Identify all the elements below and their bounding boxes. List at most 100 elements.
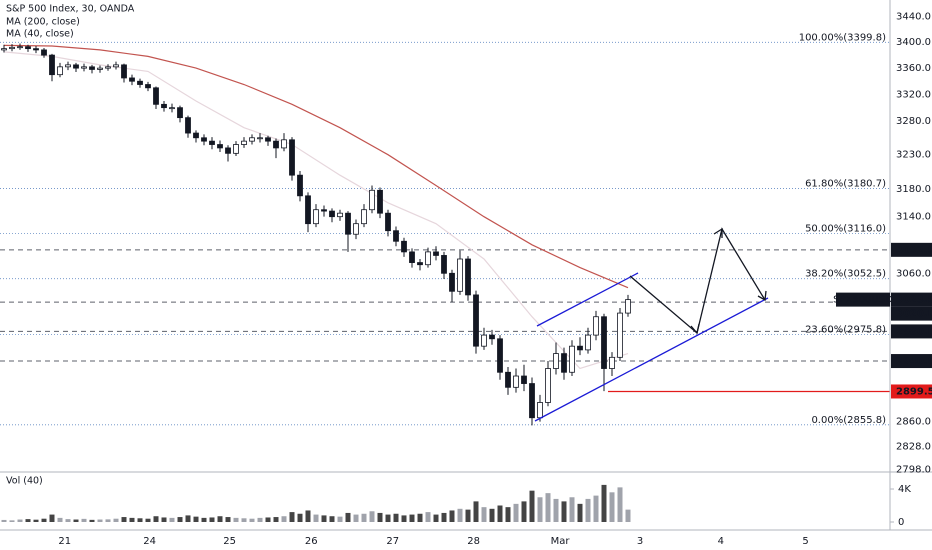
- volume-bar: [65, 519, 71, 522]
- y-tick-label: 2798.0: [896, 465, 931, 476]
- volume-bar: [513, 503, 519, 522]
- y-tick-label: 3440.0: [896, 12, 931, 23]
- x-tick-label: Mar: [551, 536, 571, 547]
- candle-body: [313, 209, 319, 225]
- candle-body: [441, 255, 447, 274]
- volume-bar: [417, 513, 423, 522]
- volume-bar: [169, 517, 175, 522]
- y-tick-label: 3360.0: [896, 63, 931, 74]
- candle-body: [473, 294, 479, 347]
- candle-body: [385, 212, 391, 232]
- plot-layer: [1, 43, 631, 522]
- current-price-box: [891, 292, 932, 307]
- volume-bar: [545, 493, 551, 522]
- candle-body: [425, 251, 431, 266]
- y-tick-label: 3400.0: [896, 37, 931, 48]
- volume-bar: [609, 492, 615, 522]
- level-box: [891, 324, 932, 339]
- volume-bar: [9, 520, 15, 522]
- volume-bar: [241, 518, 247, 522]
- candle-body: [257, 137, 263, 140]
- candle-body: [601, 316, 607, 369]
- volume-tick-label: 4K: [898, 484, 911, 495]
- volume-bar: [521, 501, 527, 522]
- candle-body: [105, 66, 111, 69]
- candle-body: [145, 84, 151, 89]
- level-box: [891, 384, 932, 399]
- candle-body: [137, 80, 143, 85]
- volume-bar: [497, 505, 503, 522]
- y-tick-label: 3280.0: [896, 116, 931, 127]
- candle-body: [529, 383, 535, 419]
- volume-bar: [185, 515, 191, 522]
- arrow-head: [757, 290, 767, 302]
- candle-body: [17, 46, 23, 49]
- candle-body: [241, 140, 247, 145]
- volume-bar: [329, 516, 335, 522]
- volume-bar: [441, 512, 447, 522]
- current-price-label: 3023.5: [896, 295, 932, 306]
- volume-bar: [353, 514, 359, 522]
- volume-bar: [113, 518, 119, 522]
- volume-bar: [489, 508, 495, 522]
- candle-body: [153, 87, 159, 105]
- candle-body: [489, 334, 495, 340]
- projection-path: [629, 227, 766, 335]
- x-tick-label: 5: [802, 536, 808, 547]
- candle-body: [497, 338, 503, 373]
- candle-body: [89, 66, 95, 70]
- candle-body: [161, 103, 167, 109]
- volume-bar: [377, 512, 383, 522]
- candle-body: [97, 67, 103, 70]
- label-layer: 3440.0 3400.0 3360.0 3320.0 3280.0 3230.0 3180…: [58, 12, 932, 547]
- volume-bar: [297, 513, 303, 522]
- candle-body: [81, 66, 87, 69]
- volume-bar: [233, 517, 239, 522]
- fib-label: 61.80%(3180.7): [805, 178, 886, 189]
- volume-bar: [33, 519, 39, 522]
- y-tick-label: 3060.0: [896, 268, 931, 279]
- volume-bar: [153, 516, 159, 522]
- volume-bar: [17, 519, 23, 522]
- candle-body: [1, 48, 7, 51]
- volume-bar: [97, 519, 103, 522]
- candle-body: [233, 144, 239, 154]
- candle-body: [377, 189, 383, 214]
- candle-body: [265, 137, 271, 142]
- candle-body: [209, 140, 215, 145]
- volume-bar: [265, 517, 271, 522]
- volume-bar: [361, 513, 367, 522]
- volume-bar: [177, 517, 183, 522]
- volume-bar: [529, 490, 535, 522]
- volume-bar: [617, 487, 623, 522]
- volume-bar: [305, 510, 311, 522]
- moving-average: [3, 44, 629, 289]
- level-label: 3020.0: [896, 309, 932, 320]
- volume-bar: [345, 512, 351, 522]
- legend-entry: MA (200, close): [6, 17, 80, 28]
- volume-bar: [121, 517, 127, 522]
- candle-body: [25, 46, 31, 50]
- volume-tick-label: 0: [898, 517, 904, 528]
- legend-entry: MA (40, close): [6, 29, 74, 40]
- x-tick-label: 3: [637, 536, 643, 547]
- level-box: [891, 242, 932, 257]
- volume-bar: [257, 517, 263, 522]
- volume-bar: [137, 518, 143, 522]
- volume-bar: [201, 517, 207, 522]
- volume-bar: [313, 514, 319, 522]
- x-tick-label: 25: [223, 536, 236, 547]
- volume-label: Vol (40): [6, 476, 43, 487]
- candle-body: [577, 345, 583, 351]
- x-tick-label: 26: [305, 536, 318, 547]
- volume-bar: [593, 495, 599, 522]
- x-tick-label: 27: [386, 536, 399, 547]
- candle-body: [49, 54, 55, 76]
- candle-body: [433, 251, 439, 256]
- candle-body: [305, 195, 311, 225]
- candle-body: [513, 375, 519, 388]
- volume-bar: [321, 515, 327, 522]
- fib-label: 50.00%(3116.0): [805, 224, 886, 235]
